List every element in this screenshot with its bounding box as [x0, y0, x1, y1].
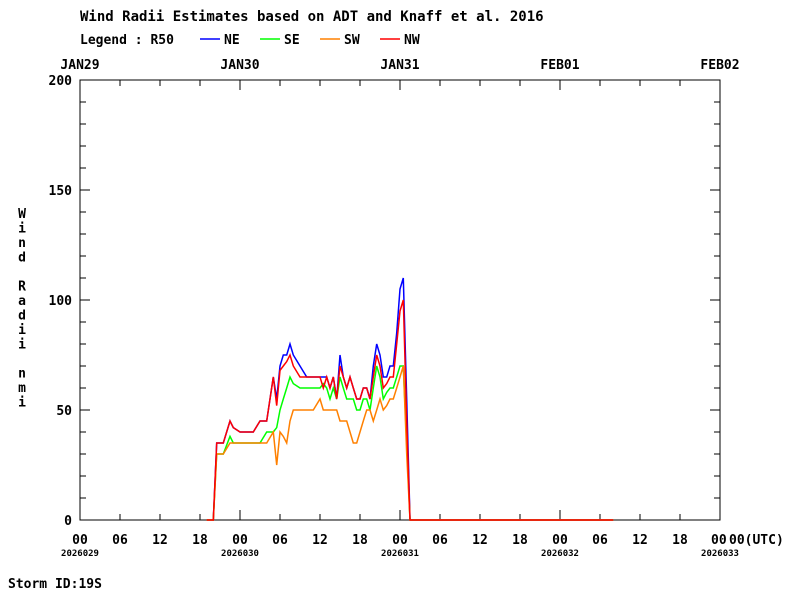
top-date-label: FEB01: [540, 58, 579, 73]
y-axis-label-char: n: [18, 236, 26, 251]
x-tick-label: 12: [152, 533, 168, 548]
x-tick-label: 00: [711, 533, 727, 548]
y-tick-label: 150: [49, 184, 73, 199]
x-date-label: 2026030: [221, 549, 259, 559]
y-axis-label-char: d: [18, 309, 26, 324]
x-tick-label: 12: [312, 533, 328, 548]
y-axis-label-char: i: [18, 222, 26, 237]
y-axis: 0 50 100 150 200: [49, 74, 73, 529]
legend-entry-ne: NE: [224, 33, 240, 48]
x-tick-label: 06: [432, 533, 448, 548]
x-tick-label: 00: [552, 533, 568, 548]
x-date-label: 2026031: [381, 549, 419, 559]
x-tick-label: 12: [472, 533, 488, 548]
x-tick-label: 00: [72, 533, 88, 548]
x-date-label: 2026029: [61, 549, 99, 559]
series-lines: [206, 277, 614, 521]
y-axis-label-char: n: [18, 367, 26, 382]
legend-entry-nw: NW: [404, 33, 420, 48]
legend: Legend : R50 NE SE SW NW: [80, 33, 420, 48]
y-axis-label-char: i: [18, 338, 26, 353]
x-tick-label: 18: [192, 533, 208, 548]
top-date-label: JAN31: [380, 58, 419, 73]
y-axis-label-char: R: [18, 280, 26, 295]
x-tick-label: 06: [272, 533, 288, 548]
top-date-label: JAN29: [60, 58, 99, 73]
series-line-nw: [206, 299, 614, 521]
x-axis-unit: 00(UTC): [729, 533, 784, 548]
axis-ticks: [79, 79, 721, 521]
legend-label: Legend : R50: [80, 33, 174, 48]
x-date-label: 2026033: [701, 549, 739, 559]
y-axis-label-char: a: [18, 294, 26, 309]
y-axis-label-char: m: [18, 381, 26, 396]
y-axis-label-char: i: [18, 323, 26, 338]
y-axis-label-char: W: [18, 207, 26, 222]
series-line-sw: [206, 365, 614, 521]
x-tick-label: 12: [632, 533, 648, 548]
top-date-label: FEB02: [700, 58, 739, 73]
storm-id-label: Storm ID:19S: [8, 577, 102, 592]
legend-entry-se: SE: [284, 33, 300, 48]
top-date-axis: JAN29 JAN30 JAN31 FEB01 FEB02: [60, 58, 739, 73]
y-axis-label: Wind Radii nmi: [18, 207, 26, 411]
x-tick-label: 18: [512, 533, 528, 548]
y-tick-label: 100: [49, 294, 73, 309]
y-axis-label-char: i: [18, 396, 26, 411]
chart-title: Wind Radii Estimates based on ADT and Kn…: [80, 9, 544, 25]
y-tick-label: 200: [49, 74, 73, 89]
plot-frame: [79, 79, 721, 521]
x-tick-label: 00: [392, 533, 408, 548]
series-line-ne: [206, 277, 614, 521]
x-date-label: 2026032: [541, 549, 579, 559]
x-tick-label: 06: [112, 533, 128, 548]
x-tick-label: 18: [672, 533, 688, 548]
top-date-label: JAN30: [220, 58, 259, 73]
legend-entry-sw: SW: [344, 33, 360, 48]
x-tick-label: 18: [352, 533, 368, 548]
x-tick-label: 06: [592, 533, 608, 548]
y-tick-label: 0: [64, 514, 72, 529]
y-tick-label: 50: [56, 404, 72, 419]
y-axis-label-char: d: [18, 251, 26, 266]
x-tick-label: 00: [232, 533, 248, 548]
